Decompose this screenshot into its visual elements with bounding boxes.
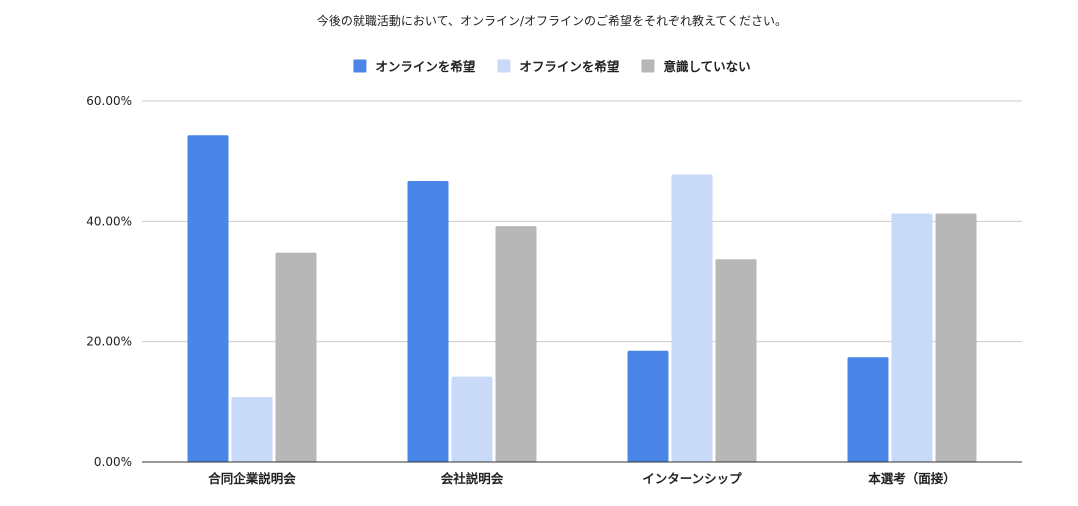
bars (187, 135, 977, 463)
bar (935, 213, 977, 462)
x-tick-label: インターンシップ (642, 471, 742, 486)
bar (891, 213, 933, 462)
y-tick-label: 60.00% (86, 94, 132, 108)
chart-title: 今後の就職活動において、オンライン/オフラインのご希望をそれぞれ教えてください。 (317, 13, 787, 28)
x-tick-label: 会社説明会 (441, 471, 504, 486)
bar (671, 174, 713, 463)
legend-swatch (641, 59, 655, 73)
y-axis: 0.00% 20.00% 40.00% 60.00% (86, 94, 132, 469)
bar (715, 259, 757, 462)
y-tick-label: 40.00% (86, 214, 132, 228)
bar (847, 357, 889, 462)
bar (275, 252, 317, 462)
legend: オンラインを希望 オフラインを希望 意識していない (353, 59, 751, 74)
x-tick-label: 合同企業説明会 (208, 471, 296, 486)
bar (495, 226, 537, 462)
y-tick-label: 0.00% (94, 455, 132, 469)
bar (407, 181, 449, 462)
bar (451, 376, 493, 462)
legend-swatch (353, 59, 367, 73)
y-tick-label: 20.00% (86, 335, 132, 349)
legend-label: オフラインを希望 (519, 59, 620, 74)
x-axis: 合同企業説明会 会社説明会 インターンシップ 本選考（面接） (142, 461, 1022, 486)
legend-label: オンラインを希望 (375, 59, 476, 74)
x-tick-label: 本選考（面接） (868, 471, 956, 486)
grid-lines (142, 100, 1022, 343)
legend-swatch (497, 59, 511, 73)
legend-label: 意識していない (663, 59, 750, 74)
bar (627, 350, 669, 462)
bar (231, 397, 273, 462)
bar (187, 135, 229, 463)
